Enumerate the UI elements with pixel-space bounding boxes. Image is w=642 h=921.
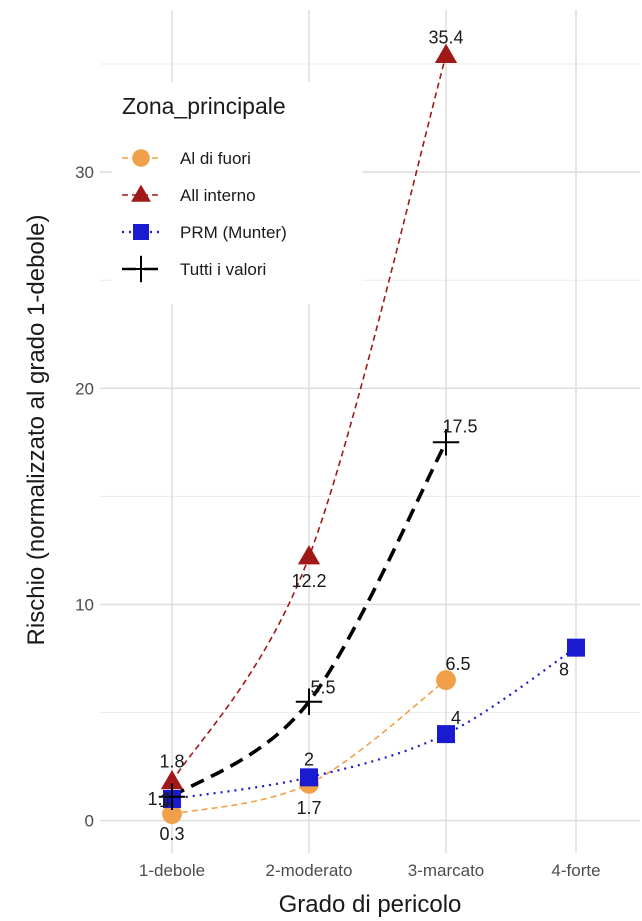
y-tick-label: 20: [75, 379, 94, 398]
x-tick-label: 3-marcato: [408, 861, 485, 880]
data-point: [162, 804, 182, 824]
legend: Zona_principale Al di fuori All interno PR…: [112, 82, 362, 304]
data-point: [295, 688, 323, 715]
series-line: [171, 55, 447, 783]
data-label: 0.3: [159, 824, 184, 844]
data-point: [437, 725, 455, 744]
data-labels: 0.3 1.7 6.5 1.8 12.2 35.4 1 2 4 8 1.1 5.5 17.5: [147, 27, 569, 844]
data-point: [300, 768, 318, 787]
data-label: 6.5: [445, 654, 470, 674]
data-point: [434, 43, 458, 63]
tick-labels: 0 10 20 30 1-debole 2-moderato 3-marcato 4-fort…: [75, 163, 600, 880]
legend-item: Al di fuori: [122, 149, 251, 168]
data-label: 5.5: [310, 678, 335, 698]
data-label: 1.7: [296, 798, 321, 818]
data-label: 17.5: [442, 416, 477, 436]
series-line: [170, 441, 448, 799]
data-label: 1.1: [147, 789, 172, 809]
legend-background: [112, 82, 362, 304]
y-tick-label: 30: [75, 163, 94, 182]
x-axis-title: Grado di pericolo: [279, 891, 462, 918]
legend-label: Tutti i valori: [180, 260, 266, 279]
y-axis-title: Rischio (normalizzato al grado 1-debole): [23, 215, 50, 646]
y-tick-label: 10: [75, 595, 94, 614]
legend-label: All interno: [180, 186, 256, 205]
legend-key-marker: [131, 184, 151, 202]
data-point: [297, 545, 321, 565]
legend-key-marker: [132, 149, 150, 167]
markers: [158, 43, 585, 824]
x-tick-label: 4-forte: [551, 861, 600, 880]
legend-item: PRM (Munter): [122, 223, 287, 242]
legend-label: Al di fuori: [180, 149, 251, 168]
data-point: [567, 638, 585, 657]
series-line: [171, 646, 577, 801]
legend-item: Tutti i valori: [122, 255, 266, 283]
legend-keys: Al di fuori All interno PRM (Munter) Tutti …: [122, 149, 287, 283]
data-point: [160, 769, 184, 790]
x-tick-label: 2-moderato: [266, 861, 353, 880]
data-point: [432, 429, 460, 456]
data-label: 1: [159, 791, 169, 811]
data-point: [158, 783, 186, 810]
data-label: 8: [559, 660, 569, 680]
data-label: 12.2: [291, 571, 326, 591]
data-point: [436, 670, 456, 690]
y-tick-label: 0: [85, 812, 94, 831]
data-label: 4: [451, 708, 461, 728]
legend-label: PRM (Munter): [180, 223, 287, 242]
data-label: 35.4: [428, 27, 463, 47]
legend-key-marker: [127, 255, 155, 283]
legend-item: All interno: [122, 184, 256, 205]
x-tick-label: 1-debole: [139, 861, 205, 880]
data-label: 1.8: [159, 752, 184, 772]
legend-title: Zona_principale: [122, 93, 286, 119]
data-label: 2: [304, 749, 314, 769]
legend-key-marker: [133, 224, 149, 240]
